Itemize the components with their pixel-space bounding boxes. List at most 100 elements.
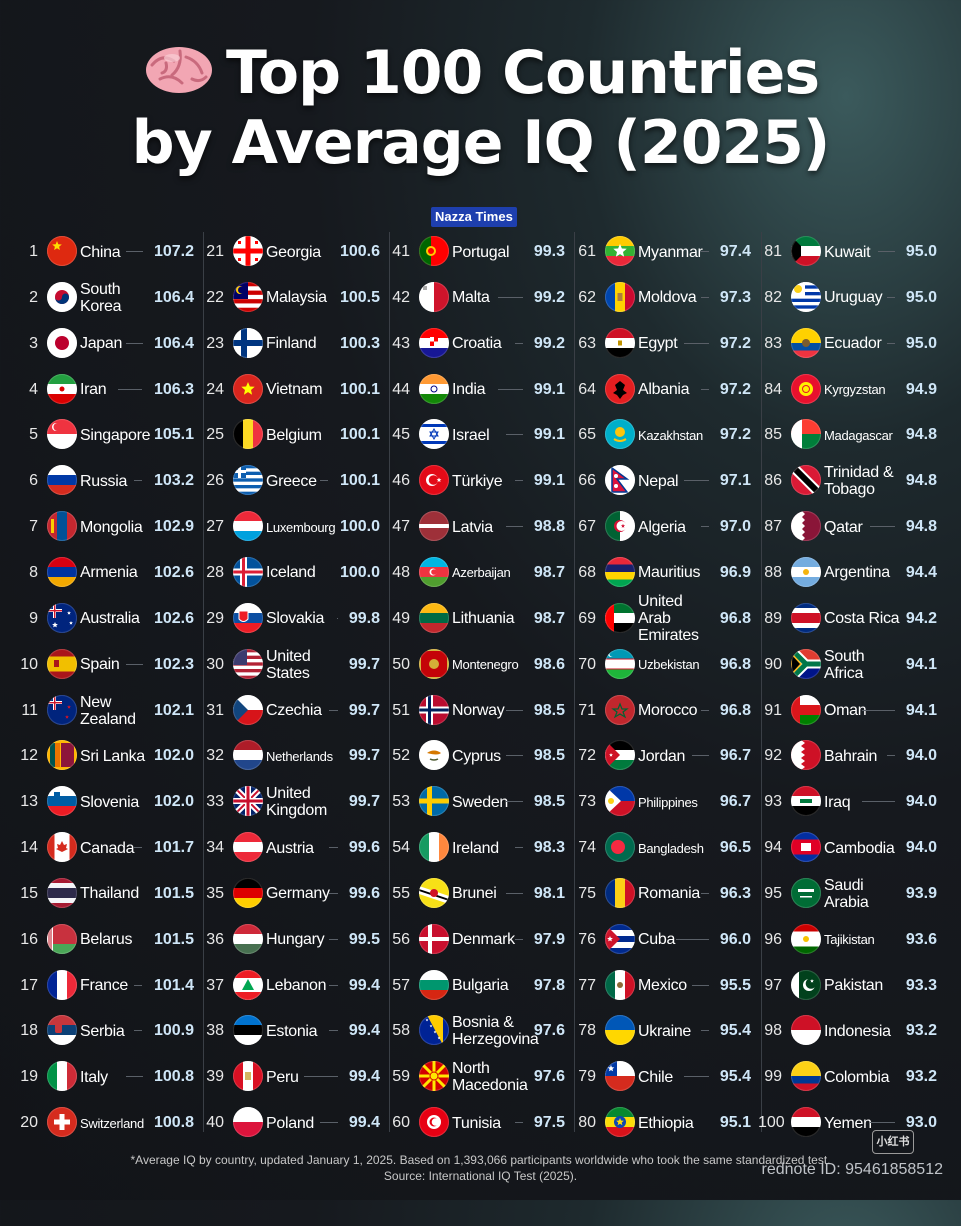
- leader-line: [514, 342, 523, 344]
- rank-number: 29: [206, 609, 224, 627]
- iq-score: 94.0: [905, 793, 937, 811]
- flag-uy-icon: [791, 281, 821, 312]
- rank-number: 50: [392, 655, 410, 673]
- country-name: Egypt: [638, 335, 678, 353]
- flag-np-icon: [605, 465, 635, 496]
- iq-score: 94.8: [905, 472, 937, 490]
- country-name: Argentina: [824, 564, 890, 582]
- rank-number: 6: [29, 472, 38, 490]
- leader-line: [684, 342, 709, 344]
- leader-line: [126, 1076, 143, 1078]
- iq-score: 99.1: [533, 426, 565, 444]
- ranking-row: 28 Iceland 100.0: [204, 550, 380, 596]
- iq-score: 95.0: [905, 243, 937, 260]
- iq-score: 93.6: [905, 930, 937, 948]
- rank-number: 78: [578, 1022, 596, 1040]
- country-name: Bosnia & Herzegovina: [452, 1014, 539, 1049]
- ranking-row: 72 Jordan 96.7: [576, 733, 751, 779]
- ranking-row: 31 Czechia 99.7: [204, 688, 380, 734]
- country-name: Cyprus: [452, 747, 501, 765]
- flag-kg-icon: [791, 373, 821, 404]
- ranking-row: 61 Myanmar 97.4: [576, 229, 751, 275]
- leader-line: [117, 388, 143, 390]
- footer-note: *Average IQ by country, updated January …: [0, 1152, 961, 1184]
- rank-number: 77: [578, 976, 596, 994]
- rank-number: 75: [578, 884, 596, 902]
- country-name: Romania: [638, 885, 700, 903]
- ranking-row: 34 Austria 99.6: [204, 825, 380, 871]
- country-name: Slovakia: [266, 610, 325, 628]
- ranking-row: 12 Sri Lanka 102.0: [18, 733, 194, 779]
- iq-score: 99.4: [348, 1068, 380, 1086]
- leader-line: [337, 617, 338, 619]
- ranking-row: 62 Moldova 97.3: [576, 275, 751, 321]
- flag-ec-icon: [791, 327, 821, 358]
- leader-line: [126, 342, 143, 344]
- rank-number: 11: [21, 701, 38, 719]
- rank-number: 2: [29, 288, 38, 306]
- rank-number: 8: [29, 563, 38, 581]
- rank-number: 9: [29, 609, 38, 627]
- flag-ir-icon: [47, 373, 77, 404]
- iq-score: 94.8: [905, 426, 937, 444]
- rank-number: 19: [20, 1068, 38, 1086]
- flag-eg-icon: [605, 327, 635, 358]
- flag-be-icon: [233, 419, 263, 450]
- rank-number: 65: [578, 426, 596, 444]
- rank-number: 69: [578, 609, 596, 627]
- rank-number: 4: [29, 380, 38, 398]
- country-name: Myanmar: [638, 243, 703, 261]
- rank-number: 98: [764, 1022, 782, 1040]
- country-name: Albania: [638, 381, 690, 399]
- ranking-row: 3 Japan 106.4: [18, 321, 194, 367]
- country-name: Madagascar: [824, 427, 893, 443]
- country-name: Portugal: [452, 243, 510, 261]
- ranking-row: 24 Vietnam 100.1: [204, 367, 380, 413]
- flag-mt-icon: [419, 281, 449, 312]
- rednote-logo: 小红书: [872, 1130, 914, 1154]
- flag-ae-icon: [605, 602, 635, 633]
- ranking-row: 53 Sweden 98.5: [390, 779, 565, 825]
- country-name: Ireland: [452, 839, 499, 857]
- country-name: United Arab Emirates: [638, 593, 699, 645]
- leader-line: [328, 938, 338, 940]
- iq-score: 96.8: [719, 701, 751, 719]
- ranking-row: 13 Slovenia 102.0: [18, 779, 194, 825]
- country-name: New Zealand: [80, 693, 136, 728]
- rank-number: 46: [392, 472, 410, 490]
- iq-score: 100.0: [339, 563, 380, 581]
- rank-number: 34: [206, 839, 224, 857]
- iq-score: 99.4: [348, 1022, 380, 1040]
- iq-score: 98.7: [533, 609, 565, 627]
- rank-number: 88: [764, 563, 782, 581]
- iq-score: 100.1: [339, 380, 380, 398]
- rank-number: 18: [20, 1022, 38, 1040]
- iq-score: 98.3: [533, 839, 565, 857]
- iq-score: 102.1: [153, 701, 194, 719]
- iq-score: 102.0: [153, 747, 194, 765]
- iq-score: 99.2: [533, 288, 565, 306]
- country-name: United States: [266, 647, 311, 682]
- country-name: South Africa: [824, 647, 865, 682]
- country-name: Sri Lanka: [80, 747, 145, 765]
- rank-number: 100: [758, 1114, 785, 1132]
- flag-lv-icon: [419, 511, 449, 542]
- country-name: Sweden: [452, 793, 509, 811]
- leader-line: [328, 892, 338, 894]
- flag-dz-icon: [605, 511, 635, 542]
- iq-score: 99.2: [533, 334, 565, 352]
- ranking-row: 98 Indonesia 93.2: [762, 1008, 937, 1054]
- rank-number: 53: [392, 793, 410, 811]
- country-name: Iceland: [266, 564, 316, 582]
- leader-line: [700, 526, 709, 528]
- country-name: Bulgaria: [452, 977, 509, 995]
- rank-number: 10: [20, 655, 38, 673]
- flag-za-icon: [791, 648, 821, 679]
- rank-number: 61: [578, 243, 596, 260]
- footer-line-1: *Average IQ by country, updated January …: [130, 1153, 831, 1167]
- iq-score: 99.7: [348, 655, 380, 673]
- ranking-row: 95 Saudi Arabia 93.9: [762, 871, 937, 917]
- ranking-row: 5 Singapore 105.1: [18, 412, 194, 458]
- rank-number: 56: [392, 930, 410, 948]
- rank-number: 63: [578, 334, 596, 352]
